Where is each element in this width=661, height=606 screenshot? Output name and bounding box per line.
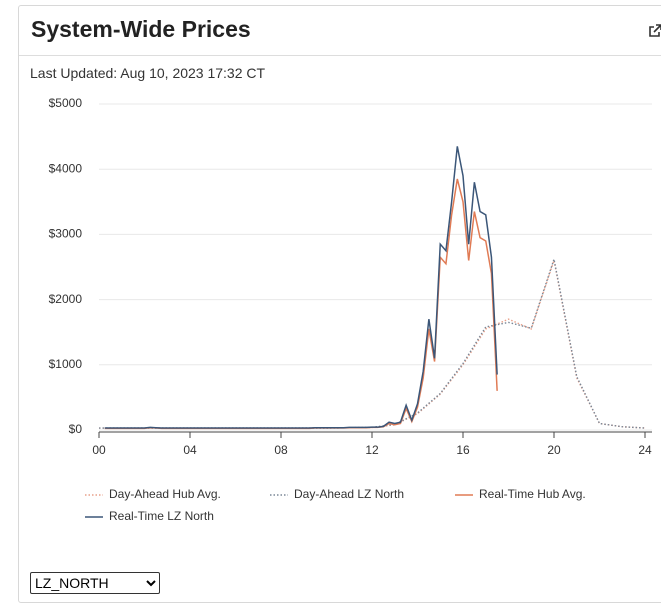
legend-label: Day-Ahead LZ North [294,487,404,501]
legend-label: Day-Ahead Hub Avg. [109,487,221,501]
series-line [104,146,498,429]
external-link-icon[interactable] [647,23,661,39]
x-tick-label: 20 [547,443,561,457]
zone-select[interactable]: LZ_NORTH [30,572,160,594]
card: System-Wide Prices Last Updated: Aug 10,… [18,5,661,603]
legend-label: Real-Time LZ North [109,509,214,523]
x-tick-label: 12 [365,443,379,457]
last-updated: Last Updated: Aug 10, 2023 17:32 CT [30,65,266,81]
x-tick-label: 00 [92,443,106,457]
series-line [99,257,646,429]
divider [19,55,661,56]
y-tick-label: $2000 [49,292,83,306]
x-tick-label: 16 [456,443,470,457]
series-line [99,256,646,429]
x-tick-label: 24 [638,443,652,457]
series-line [104,178,498,430]
legend-label: Real-Time Hub Avg. [479,487,586,501]
y-tick-label: $5000 [49,96,83,110]
x-tick-label: 04 [183,443,197,457]
y-tick-label: $4000 [49,161,83,175]
x-tick-label: 08 [274,443,288,457]
chart: $0 $1000 $2000 $3000 $4000 $5000 00 04 08 12 16 20 2… [49,96,652,523]
y-tick-label: $0 [69,422,83,436]
card-title: System-Wide Prices [31,16,251,42]
y-tick-label: $1000 [49,357,83,371]
y-tick-label: $3000 [49,227,83,241]
